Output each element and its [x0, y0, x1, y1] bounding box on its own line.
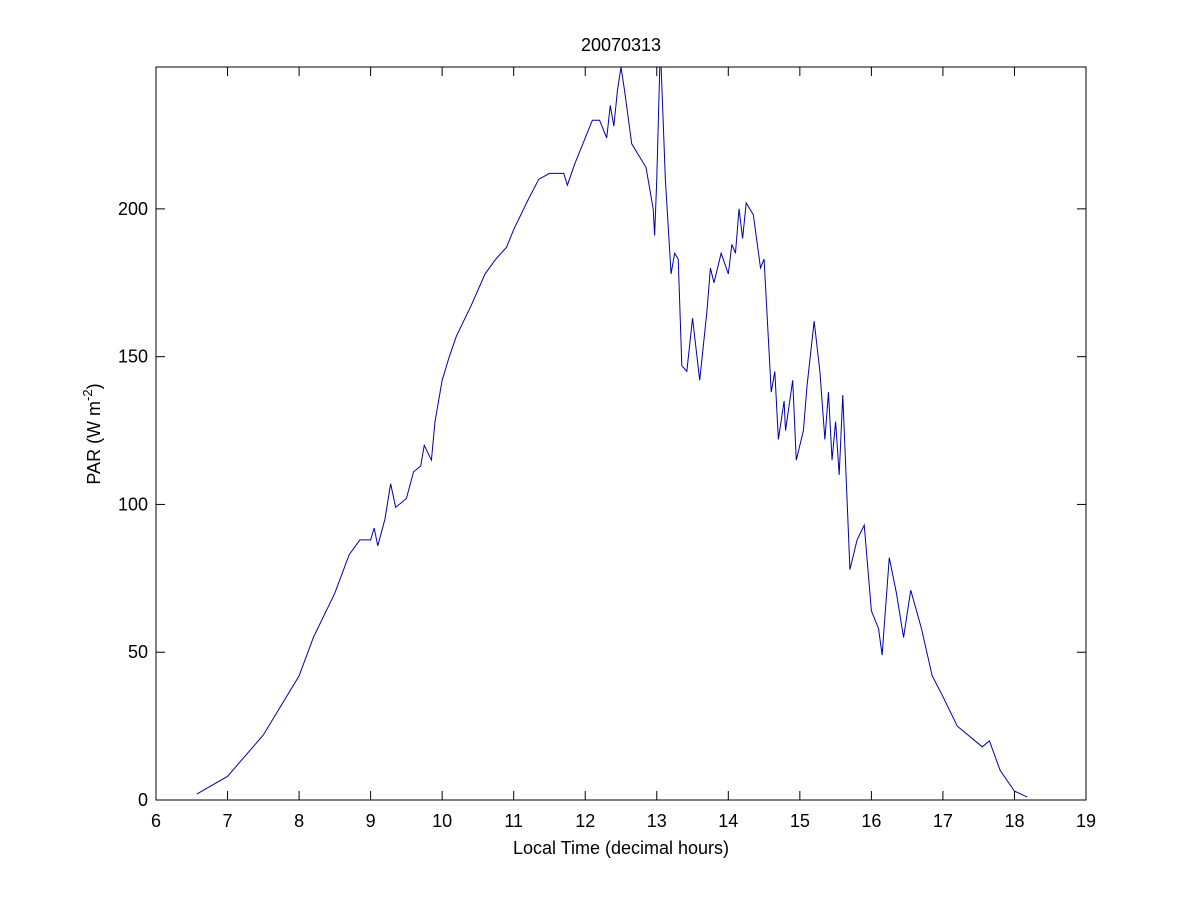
x-tick-label: 9: [366, 811, 376, 831]
x-tick-label: 8: [294, 811, 304, 831]
x-tick-label: 6: [151, 811, 161, 831]
y-tick-label: 100: [118, 494, 148, 514]
x-tick-label: 16: [861, 811, 881, 831]
y-tick-label: 50: [128, 642, 148, 662]
x-tick-label: 10: [432, 811, 452, 831]
x-tick-label: 11: [504, 811, 523, 831]
x-tick-label: 14: [718, 811, 738, 831]
axes-box: [155, 66, 1087, 801]
x-axis-label: Local Time (decimal hours): [513, 838, 729, 858]
x-tick-label: 13: [647, 811, 667, 831]
x-tick-label: 15: [790, 811, 810, 831]
y-tick-label: 200: [118, 199, 148, 219]
chart-title: 20070313: [581, 35, 661, 55]
y-axis-label: PAR (W m-2): [80, 383, 104, 484]
x-tick-label: 19: [1076, 811, 1096, 831]
x-tick-label: 17: [933, 811, 953, 831]
y-label-text: PAR (W m: [84, 401, 104, 485]
x-tick-label: 7: [223, 811, 233, 831]
y-tick-label: 0: [138, 790, 148, 810]
y-label-suffix: ): [84, 383, 104, 389]
plot: [196, 67, 1028, 798]
data-line: [196, 67, 1028, 798]
y-tick-label: 150: [118, 347, 148, 367]
x-tick-label: 18: [1004, 811, 1024, 831]
x-tick-label: 12: [575, 811, 595, 831]
y-label-sup: -2: [80, 389, 95, 401]
